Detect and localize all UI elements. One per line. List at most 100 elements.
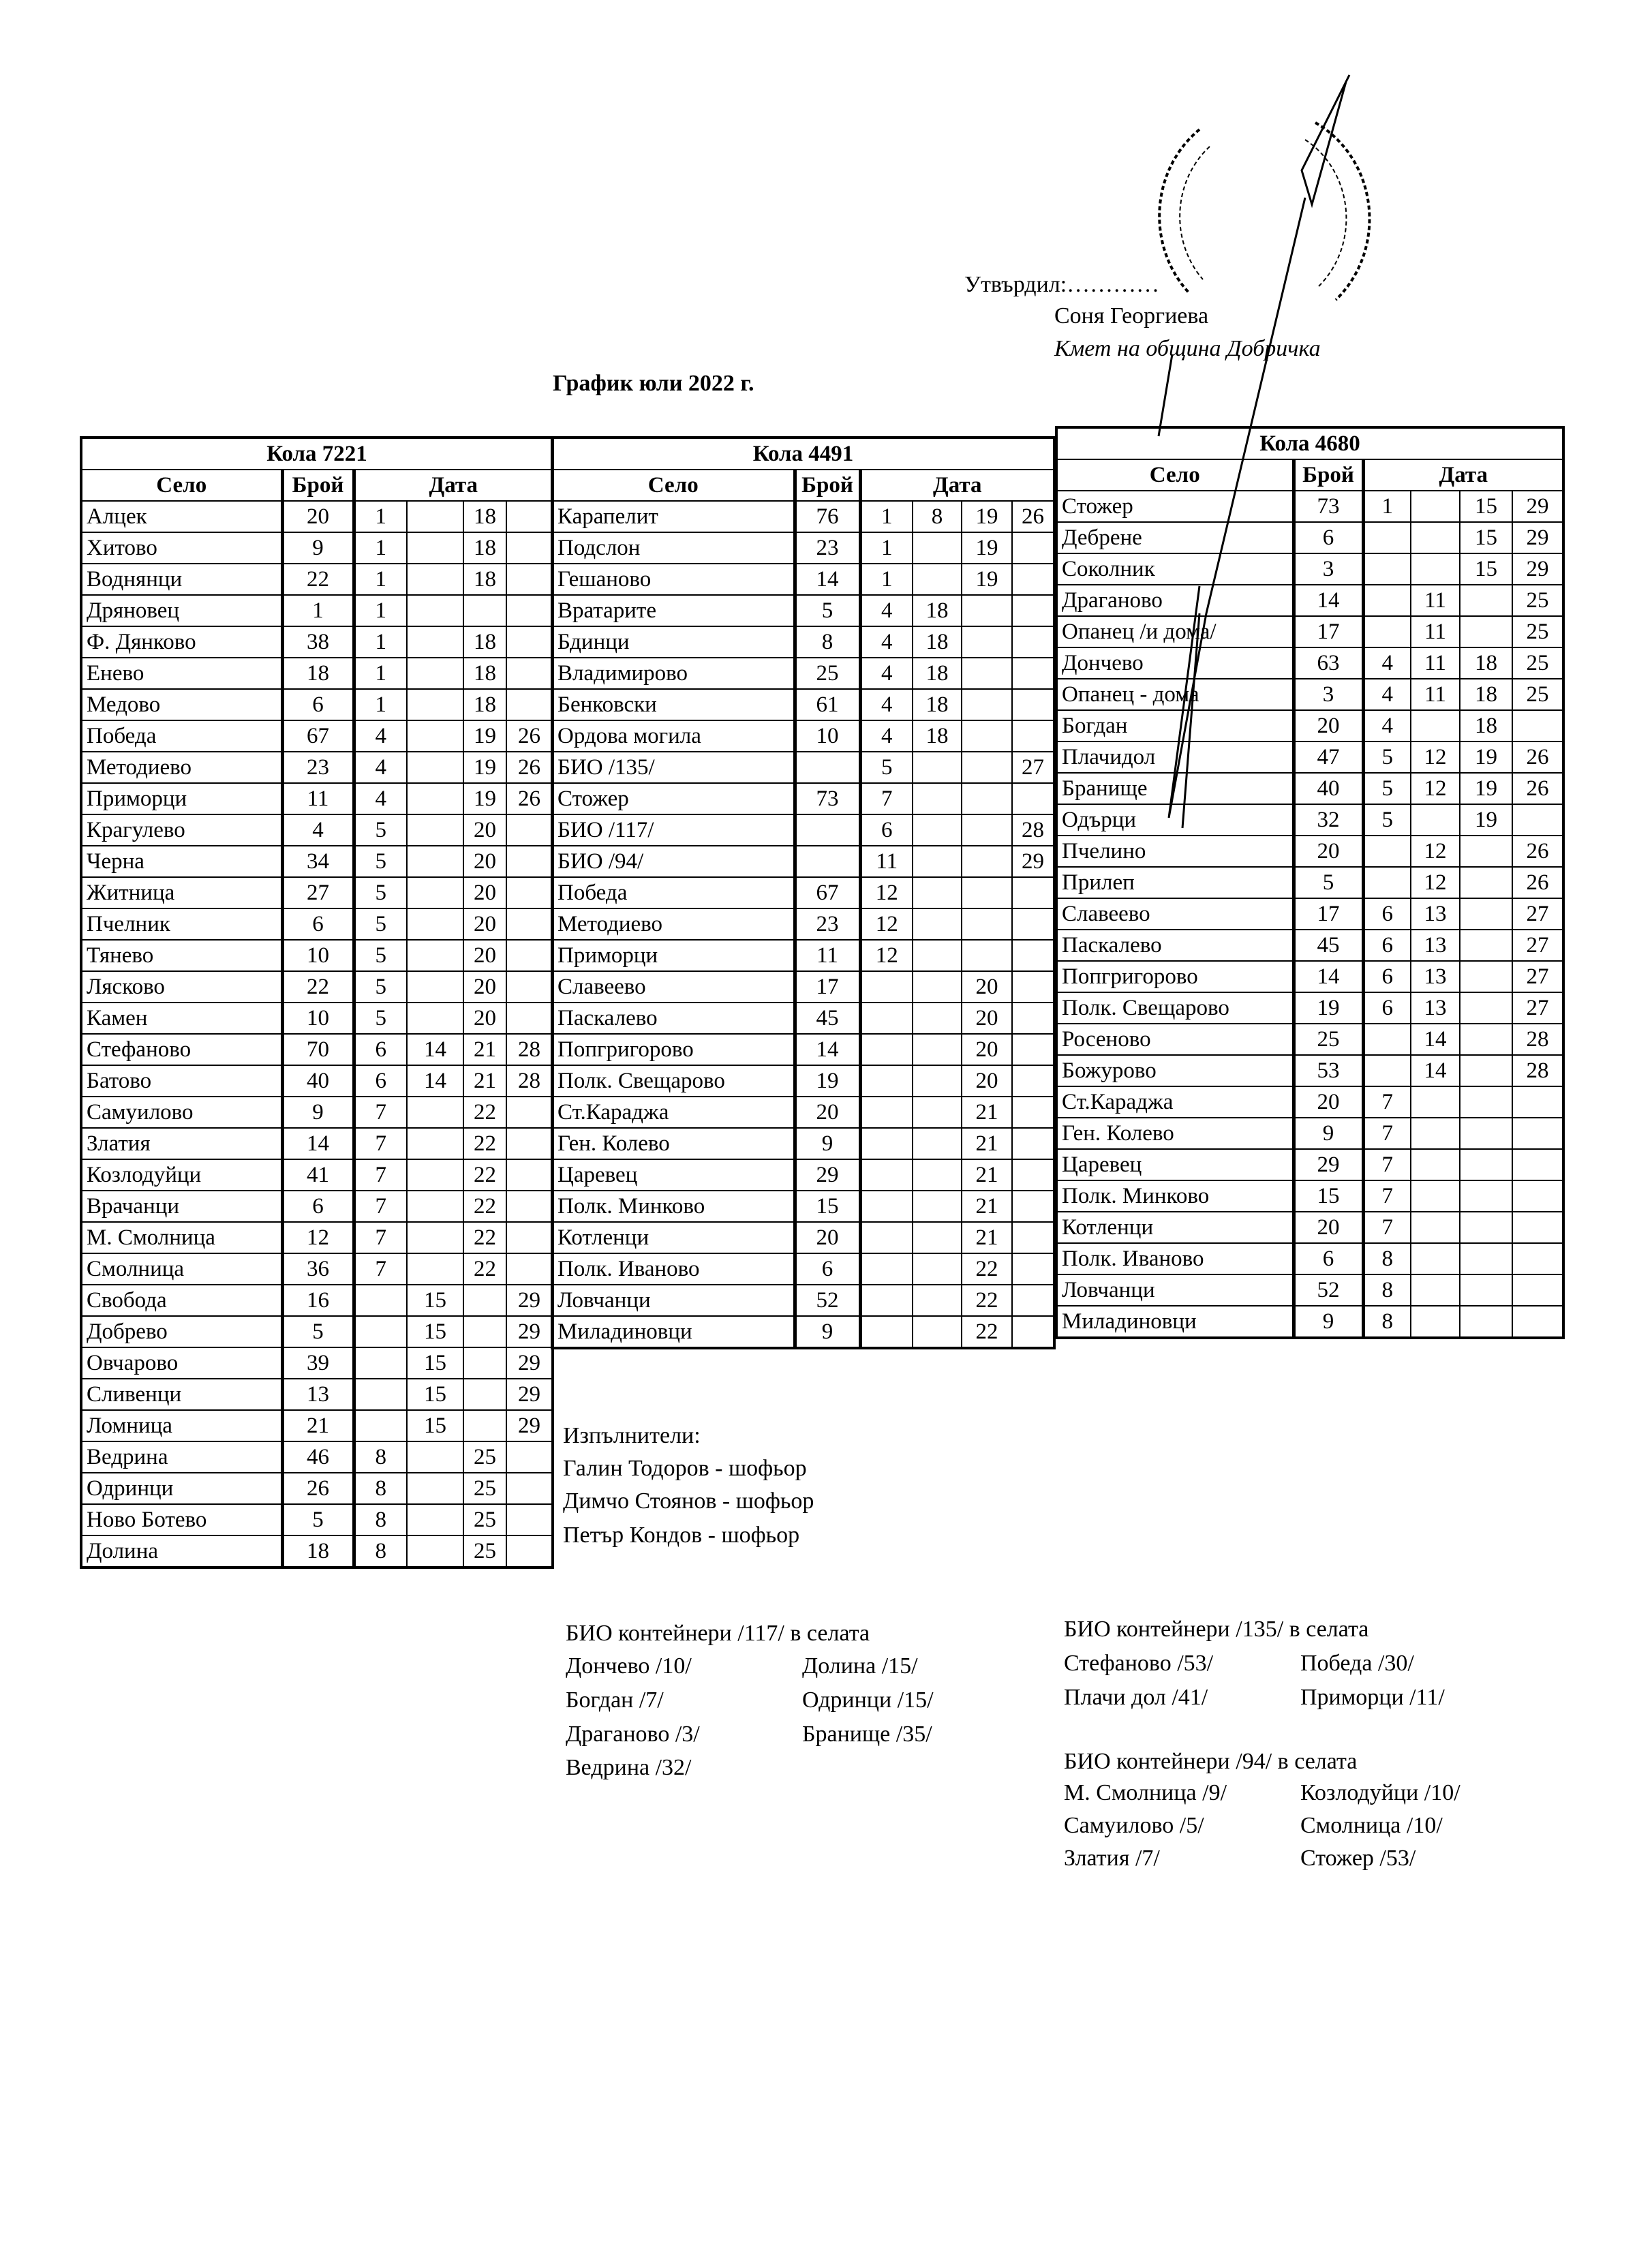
date-cell: 20 [463,1002,507,1035]
date-cell [463,1315,507,1348]
count-cell: 34 [281,845,356,878]
table-row: Вратарите 5 4 18 [551,594,1055,627]
table-row: Бенковски 61 4 18 [551,688,1055,721]
count-cell: 73 [1293,490,1365,523]
table-row: Дончево 63 4 11 18 25 [1056,647,1564,679]
date-cell: 19 [463,720,507,752]
count-cell: 20 [1293,1211,1365,1244]
table-row: М. Смолница 12 7 22 [80,1221,553,1254]
bio-94-item: М. Смолница /9/ [1064,1780,1227,1805]
village-cell: БИО /135/ [551,751,797,784]
count-cell: 6 [794,1253,862,1285]
date-cell: 8 [1362,1274,1411,1306]
date-cell: 1 [859,563,913,596]
date-cell [912,782,962,815]
date-cell [1362,1023,1411,1056]
date-cell: 12 [859,939,913,972]
date-cell: 26 [1512,741,1564,774]
count-cell: 22 [281,970,356,1003]
column-header-count: Брой [794,469,862,502]
village-cell: М. Смолница [80,1221,284,1254]
village-cell: Ловчанци [551,1284,797,1317]
date-cell [1362,835,1411,868]
date-cell [506,688,553,721]
date-cell [1011,1284,1055,1317]
date-cell [912,1159,962,1191]
date-cell [1512,1242,1564,1275]
date-cell [912,876,962,909]
count-cell: 20 [1293,1086,1365,1118]
date-cell [961,814,1013,846]
date-cell [961,751,1013,784]
village-cell: Опанец /и дома/ [1056,615,1296,648]
date-cell: 18 [912,657,962,690]
date-cell: 7 [1362,1117,1411,1150]
date-cell [1011,1315,1055,1349]
date-cell [406,1002,464,1035]
date-cell [506,1253,553,1285]
date-cell [506,1096,553,1129]
date-cell: 29 [1512,553,1564,585]
bio-117-item: Дончево /10/ [566,1653,692,1679]
table-row: Владимирово 25 4 18 [551,657,1055,690]
date-cell: 22 [961,1253,1013,1285]
date-cell [1362,553,1411,585]
date-cell: 1 [353,500,408,533]
bio-94-item: Смолница /10/ [1300,1813,1443,1838]
date-cell: 29 [506,1315,553,1348]
date-cell [506,1002,553,1035]
village-cell: Божурово [1056,1054,1296,1087]
village-cell: Бенковски [551,688,797,721]
count-cell: 10 [281,1002,356,1035]
table-row: Паскалево 45 20 [551,1002,1055,1035]
date-cell [506,814,553,846]
date-cell: 11 [1410,647,1460,679]
table-row: Гешаново 14 1 19 [551,563,1055,596]
executor-item: Димчо Стоянов - шофьор [563,1488,814,1514]
bio-117-item: Одринци /15/ [802,1687,934,1713]
village-cell: Методиево [551,908,797,941]
table-row: Котленци 20 21 [551,1221,1055,1254]
date-cell: 6 [1362,960,1411,993]
date-cell: 20 [961,1002,1013,1035]
date-cell [406,1503,464,1536]
village-cell: Дряновец [80,594,284,627]
vehicle-header-row: Кола 4491 [551,437,1055,470]
date-cell [1512,1148,1564,1181]
table-row: Ген. Колево 9 7 [1056,1117,1564,1150]
date-cell [1362,615,1411,648]
village-cell: Ст.Караджа [551,1096,797,1129]
count-cell: 45 [1293,929,1365,962]
date-cell [406,1221,464,1254]
count-cell: 20 [794,1096,862,1129]
date-cell: 25 [463,1503,507,1536]
date-cell [859,1253,913,1285]
village-cell: Медово [80,688,284,721]
date-cell: 20 [961,1065,1013,1097]
count-cell: 76 [794,500,862,533]
village-cell: Бранище [1056,772,1296,805]
date-cell: 15 [1459,490,1513,523]
date-cell: 29 [506,1347,553,1379]
date-cell [406,908,464,941]
table-row: Росеново 25 14 28 [1056,1023,1564,1056]
count-cell: 23 [281,751,356,784]
village-cell: Камен [80,1002,284,1035]
date-cell [506,1472,553,1505]
date-cell: 13 [1410,898,1460,930]
date-cell: 1 [353,626,408,658]
table-row: Златия 14 7 22 [80,1127,553,1160]
date-cell: 4 [1362,647,1411,679]
date-cell: 29 [506,1378,553,1411]
count-cell: 20 [794,1221,862,1254]
date-cell: 12 [1410,741,1460,774]
date-cell [912,1096,962,1129]
village-cell: Подслон [551,532,797,564]
date-cell: 25 [1512,584,1564,617]
date-cell: 26 [1512,866,1564,899]
date-cell: 25 [463,1535,507,1568]
count-cell: 29 [1293,1148,1365,1181]
table-row: Козлодуйци 41 7 22 [80,1159,553,1191]
table-row: Стожер 73 1 15 29 [1056,490,1564,523]
village-cell: Добрево [80,1315,284,1348]
